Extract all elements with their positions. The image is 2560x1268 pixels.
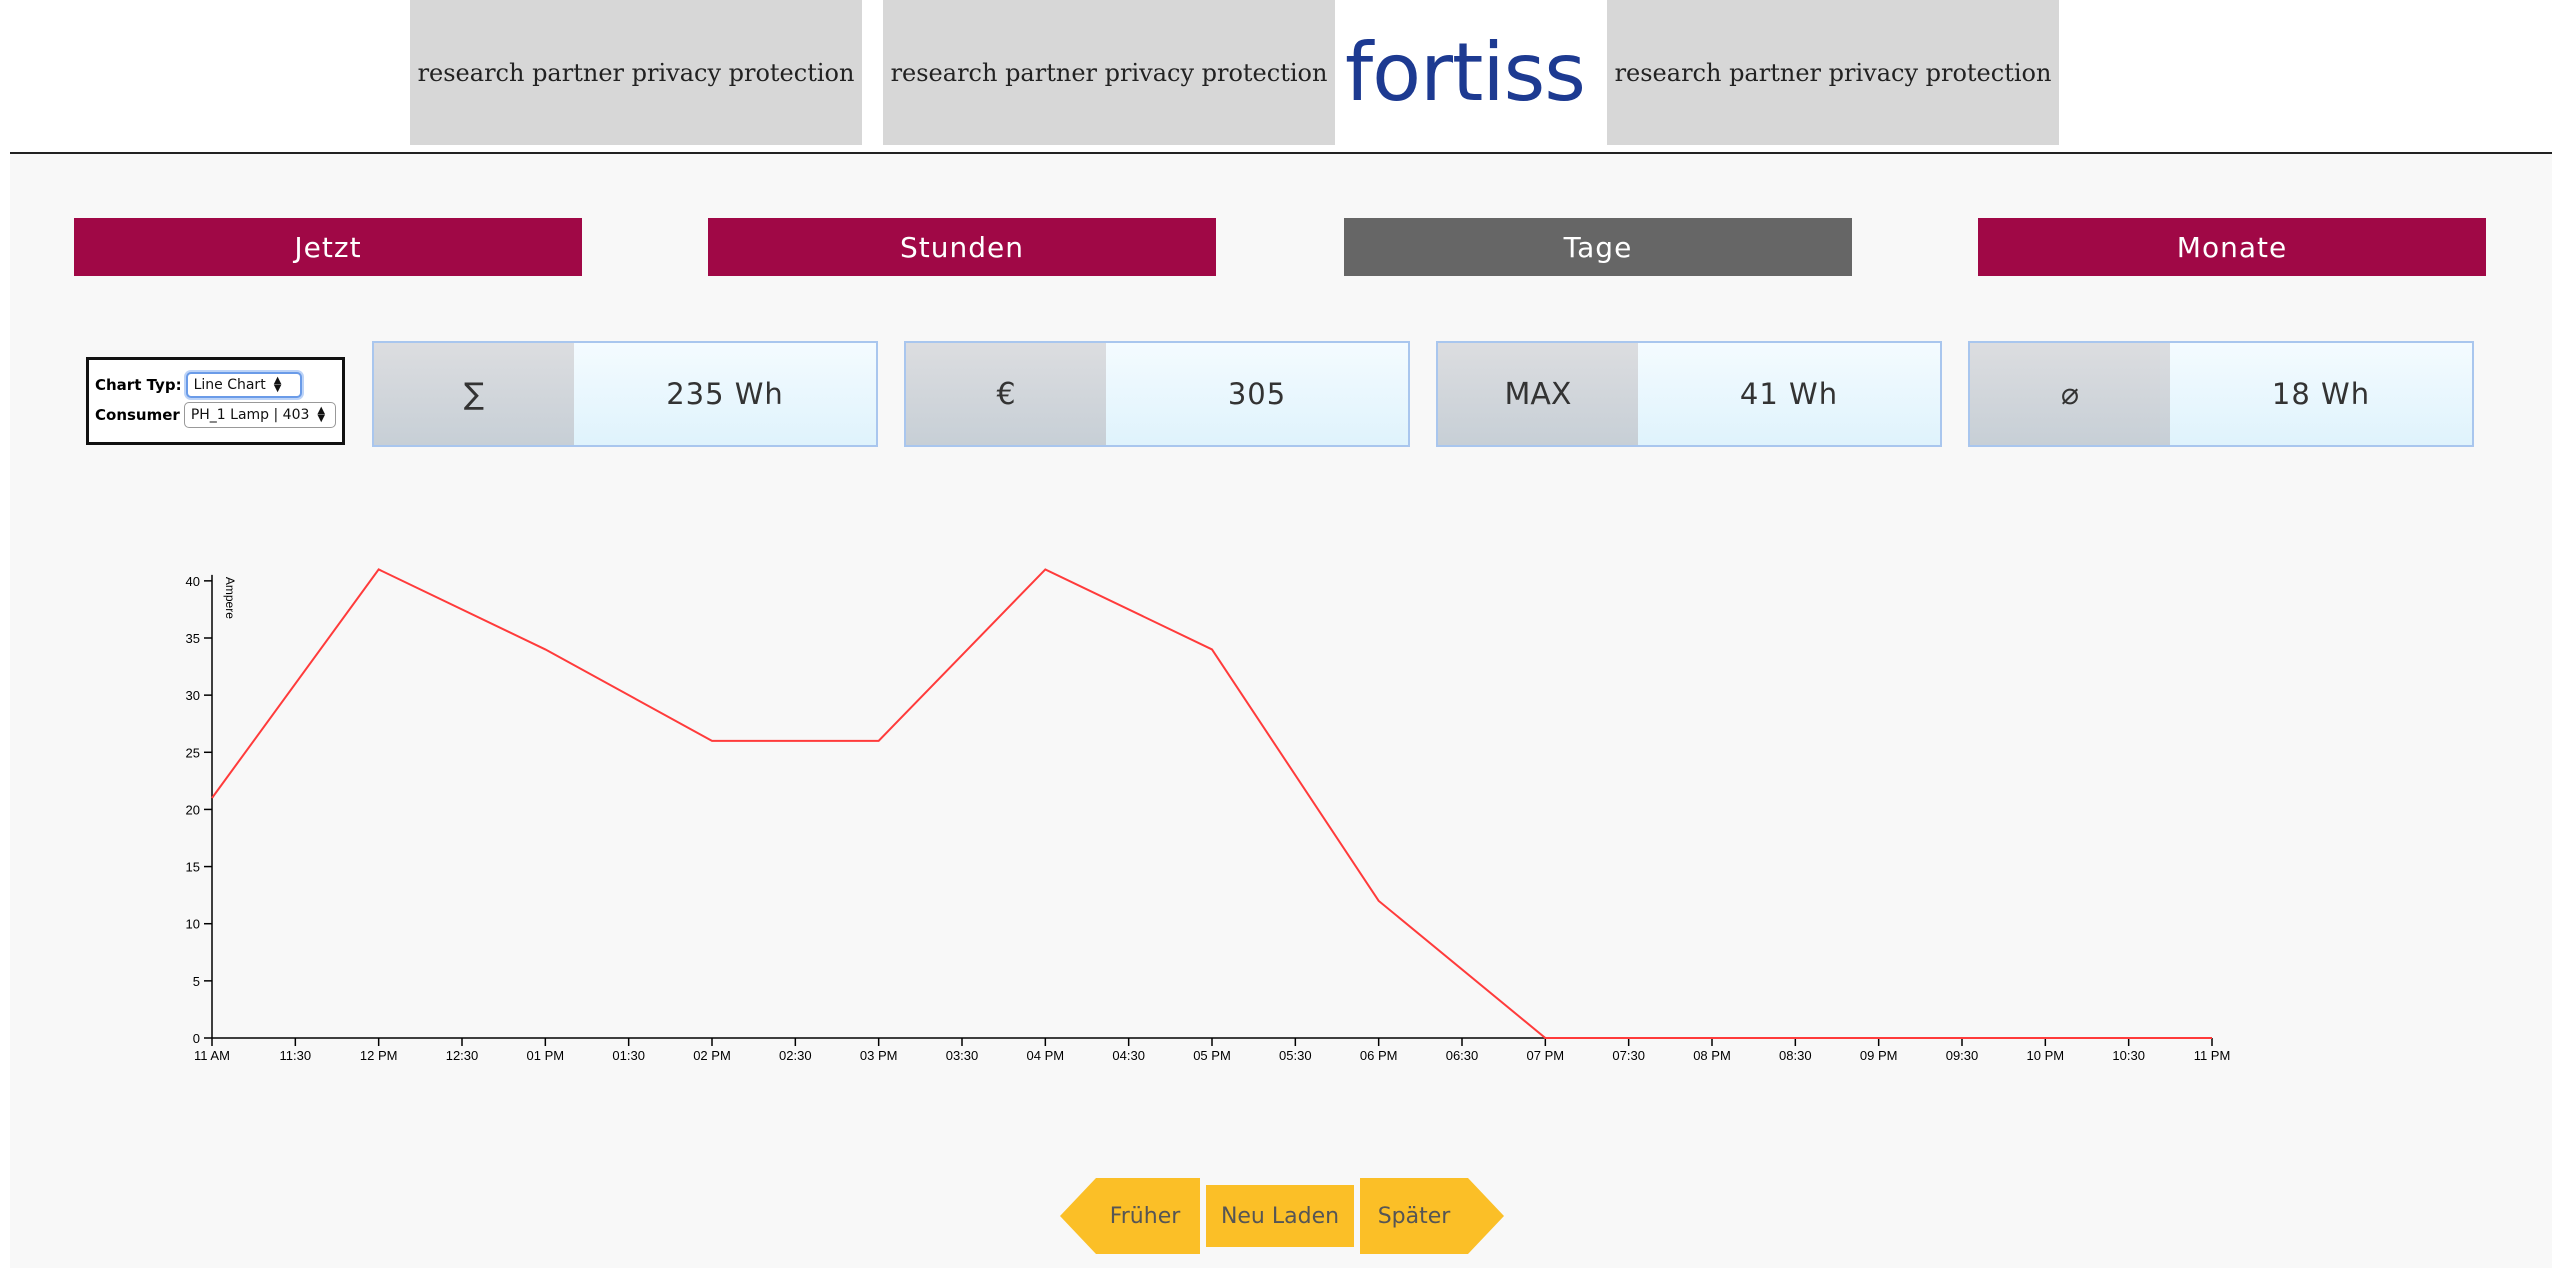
stat-value: 305: [1106, 343, 1408, 445]
stat-value: 41 Wh: [1638, 343, 1940, 445]
x-tick-label: 09:30: [1946, 1048, 1979, 1063]
y-tick-label: 5: [193, 974, 200, 989]
x-tick-label: 06:30: [1446, 1048, 1479, 1063]
x-tick-label: 10:30: [2112, 1048, 2145, 1063]
x-tick-label: 02:30: [779, 1048, 812, 1063]
x-tick-label: 11:30: [280, 1048, 312, 1063]
site-header: research partner privacy protection rese…: [0, 0, 2560, 152]
y-tick-label: 35: [186, 631, 200, 646]
sum-icon: ∑: [374, 343, 574, 445]
header-divider: [10, 152, 2552, 154]
tab-jetzt[interactable]: Jetzt: [74, 218, 582, 276]
x-tick-label: 11 PM: [2194, 1048, 2231, 1063]
chart-type-value: Line Chart: [193, 377, 266, 393]
x-tick-label: 08:30: [1779, 1048, 1812, 1063]
x-tick-label: 11 AM: [194, 1048, 230, 1063]
tab-stunden[interactable]: Stunden: [708, 218, 1216, 276]
logo-text: fortiss: [1345, 25, 1586, 119]
x-tick-label: 04 PM: [1027, 1048, 1065, 1063]
stat-card-cost: € 305: [904, 341, 1410, 447]
line-chart: 0 5 10 15 20 25 30 35 40 Ampere 11 AM 11:30 12 PM 12:…: [186, 568, 2231, 1063]
y-tick-label: 20: [186, 802, 200, 817]
stat-card-sum: ∑ 235 Wh: [372, 341, 878, 447]
header-banner-1: research partner privacy protection: [410, 0, 862, 145]
euro-icon: €: [906, 343, 1106, 445]
x-tick-label: 07:30: [1612, 1048, 1645, 1063]
tab-label: Tage: [1563, 230, 1633, 264]
y-tick-label: 0: [193, 1031, 200, 1046]
reload-label: Neu Laden: [1220, 1203, 1340, 1229]
earlier-label: Früher: [1109, 1203, 1181, 1229]
consumer-label: Consumer: [95, 406, 180, 424]
stat-card-average: ⌀ 18 Wh: [1968, 341, 2474, 447]
y-tick-label: 10: [186, 917, 200, 932]
x-tick-label: 08 PM: [1693, 1048, 1731, 1063]
average-icon: ⌀: [1970, 343, 2170, 445]
tab-monate[interactable]: Monate: [1978, 218, 2486, 276]
x-tick-label: 01 PM: [527, 1048, 565, 1063]
y-axis-label: Ampere: [223, 577, 237, 619]
x-tick-label: 03 PM: [860, 1048, 898, 1063]
y-tick-label: 25: [186, 745, 200, 760]
x-tick-label: 06 PM: [1360, 1048, 1398, 1063]
x-tick-label: 01:30: [612, 1048, 645, 1063]
tab-label: Monate: [2176, 230, 2288, 264]
x-tick-label: 10 PM: [2027, 1048, 2065, 1063]
header-banner-3: research partner privacy protection: [1607, 0, 2059, 145]
select-arrows-icon: ▲ ▼: [317, 405, 326, 424]
tab-label: Stunden: [900, 230, 1024, 264]
series-line: [211, 568, 2212, 1039]
stat-card-max: MAX 41 Wh: [1436, 341, 1942, 447]
later-label: Später: [1377, 1203, 1451, 1229]
chart-controls: Chart Typ: Line Chart ▲ ▼ Consumer PH_1 L…: [86, 357, 345, 445]
consumer-select[interactable]: PH_1 Lamp | 403 ▲ ▼: [183, 402, 336, 428]
fortiss-logo: fortiss: [1335, 22, 1595, 122]
x-tick-label: 05 PM: [1193, 1048, 1231, 1063]
main-panel: [10, 154, 2552, 1268]
x-tick-label: 05:30: [1279, 1048, 1312, 1063]
header-tagline: research partner privacy protection: [890, 58, 1328, 87]
y-tick-label: 15: [186, 860, 200, 875]
stat-value: 18 Wh: [2170, 343, 2472, 445]
stat-key-max: MAX: [1438, 343, 1638, 445]
select-arrows-icon: ▲ ▼: [273, 375, 282, 394]
x-tick-label: 02 PM: [693, 1048, 731, 1063]
y-tick-label: 30: [186, 688, 200, 703]
x-tick-label: 12 PM: [360, 1048, 398, 1063]
y-tick-label: 40: [186, 574, 200, 589]
stat-value: 235 Wh: [574, 343, 876, 445]
x-tick-label: 07 PM: [1527, 1048, 1565, 1063]
chart-type-label: Chart Typ:: [95, 376, 182, 394]
reload-button[interactable]: Neu Laden: [1206, 1185, 1354, 1247]
tab-label: Jetzt: [294, 230, 362, 264]
x-tick-label: 09 PM: [1860, 1048, 1898, 1063]
x-tick-label: 12:30: [446, 1048, 479, 1063]
consumer-value: PH_1 Lamp | 403: [190, 407, 310, 423]
header-tagline: research partner privacy protection: [1614, 58, 2052, 87]
x-tick-label: 04:30: [1112, 1048, 1145, 1063]
chart-type-select[interactable]: Line Chart ▲ ▼: [185, 372, 302, 398]
x-tick-label: 03:30: [946, 1048, 979, 1063]
header-banner-2: research partner privacy protection: [883, 0, 1335, 145]
tab-tage[interactable]: Tage: [1344, 218, 1852, 276]
header-tagline: research partner privacy protection: [417, 58, 855, 87]
